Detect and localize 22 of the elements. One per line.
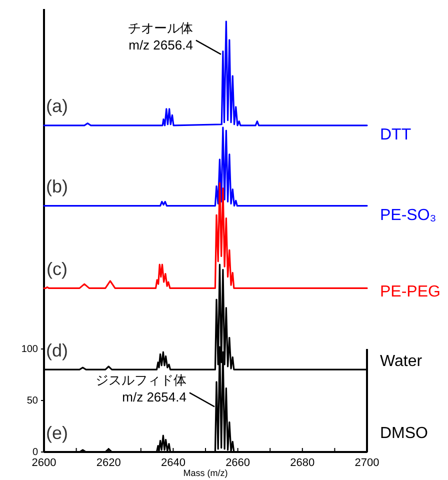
x-tick-label: 2700 bbox=[354, 456, 380, 469]
x-axis-title: Mass (m/z) bbox=[183, 468, 228, 478]
x-tick-label: 2660 bbox=[226, 456, 250, 469]
annotation: (b) bbox=[46, 176, 68, 197]
annotation: (a) bbox=[46, 96, 68, 116]
x-tick-label: 2680 bbox=[290, 456, 315, 469]
y-tick-label: 0 bbox=[32, 447, 38, 458]
y-tick-label: 50 bbox=[26, 396, 38, 407]
annotation: (e) bbox=[46, 422, 68, 443]
series-label: Water bbox=[380, 352, 423, 370]
annotation: (c) bbox=[46, 258, 68, 279]
x-tick-label: 2600 bbox=[32, 456, 56, 469]
annotation: チオール体 m/z 2656.4 bbox=[128, 20, 193, 52]
series-label: DMSO bbox=[380, 425, 428, 442]
series-label: DTT bbox=[380, 126, 412, 144]
series-label: PE-PEG bbox=[380, 283, 440, 300]
annotation: (d) bbox=[46, 340, 68, 360]
y-tick-label: 100 bbox=[21, 344, 38, 356]
x-tick-label: 2640 bbox=[160, 456, 186, 469]
x-tick-label: 2620 bbox=[96, 456, 121, 469]
annotation: ジスルフィド体 m/z 2654.4 bbox=[95, 372, 186, 405]
series-label: PE-SO₃ bbox=[380, 206, 436, 224]
